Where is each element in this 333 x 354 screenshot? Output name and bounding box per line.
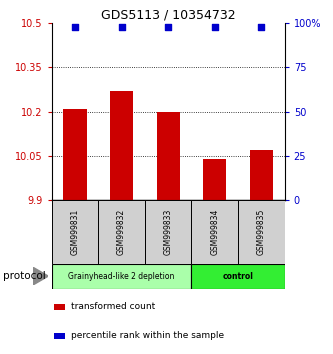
Text: GSM999832: GSM999832 — [117, 209, 126, 255]
Bar — [157, 112, 180, 200]
Point — [259, 24, 264, 29]
Text: Grainyhead-like 2 depletion: Grainyhead-like 2 depletion — [68, 272, 175, 281]
Text: GSM999834: GSM999834 — [210, 209, 219, 255]
Bar — [54, 304, 66, 310]
Text: percentile rank within the sample: percentile rank within the sample — [71, 331, 224, 340]
Point — [119, 24, 124, 29]
Point — [212, 24, 217, 29]
Text: protocol: protocol — [3, 271, 46, 281]
Text: GSM999831: GSM999831 — [70, 209, 80, 255]
Text: transformed count: transformed count — [71, 302, 156, 312]
Title: GDS5113 / 10354732: GDS5113 / 10354732 — [101, 9, 235, 22]
Text: GSM999835: GSM999835 — [257, 209, 266, 255]
Text: control: control — [223, 272, 253, 281]
Bar — [203, 159, 226, 200]
Bar — [52, 264, 191, 289]
Point — [166, 24, 171, 29]
Polygon shape — [33, 268, 48, 285]
Bar — [145, 200, 191, 264]
Text: GSM999833: GSM999833 — [164, 209, 173, 255]
Bar — [191, 200, 238, 264]
Point — [72, 24, 78, 29]
Bar — [238, 200, 285, 264]
Bar — [63, 109, 87, 200]
Bar — [98, 200, 145, 264]
Bar — [54, 333, 66, 339]
Bar — [52, 200, 98, 264]
Bar — [110, 91, 133, 200]
Bar — [191, 264, 285, 289]
Bar — [250, 150, 273, 200]
